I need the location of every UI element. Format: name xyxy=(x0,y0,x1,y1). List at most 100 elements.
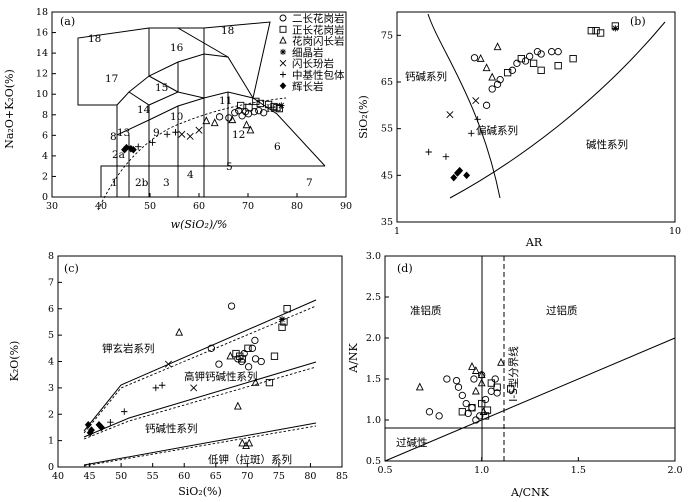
legend-label: 二长花岗岩 xyxy=(292,12,345,25)
triangle-point xyxy=(415,382,424,391)
circle-point xyxy=(251,336,259,345)
legend-label: 花岗闪长岩 xyxy=(292,35,345,48)
panel-a: (a) 1 2a 2b 3 4 5 xyxy=(3,7,352,231)
circle-point xyxy=(238,112,246,120)
circle-point xyxy=(537,50,545,58)
square-point xyxy=(280,318,288,326)
circle-point xyxy=(215,113,224,121)
field-label: 1 xyxy=(111,177,118,189)
x-tick-label: 2.0 xyxy=(667,465,682,476)
square-point xyxy=(517,55,525,63)
triangle-point xyxy=(226,351,235,360)
circle-point xyxy=(472,416,480,424)
asterisk-point xyxy=(278,316,286,323)
y-tick-label: 14 xyxy=(36,48,48,59)
field-label: 准铝质 xyxy=(410,304,442,317)
triangle-point xyxy=(477,378,486,387)
square-point xyxy=(264,100,273,109)
cross-point xyxy=(472,97,480,105)
square-point xyxy=(278,323,286,331)
plus-point xyxy=(121,408,128,415)
field-label: 高钾钙碱性系列 xyxy=(184,370,258,383)
y-tick-label: 3.0 xyxy=(366,251,381,262)
square-point xyxy=(236,352,244,360)
triangle-point xyxy=(245,438,254,447)
legend-label: 中基性包体 xyxy=(292,69,345,82)
y-tick-label: 7 xyxy=(48,277,54,288)
y-tick-label: 1.5 xyxy=(366,374,381,385)
triangle-point xyxy=(471,386,480,395)
circle-point xyxy=(476,412,484,420)
x-tick-label: 60 xyxy=(178,471,190,482)
panel-d-label: (d) xyxy=(397,262,413,275)
circle-point xyxy=(482,101,491,109)
x-tick-label: 10 xyxy=(669,226,681,237)
x-tick-label: 75 xyxy=(273,471,285,482)
square-point xyxy=(537,66,545,74)
circle-point xyxy=(478,371,486,379)
circle-point xyxy=(481,395,490,404)
field-label: 4 xyxy=(187,169,194,181)
triangle-point xyxy=(482,63,491,72)
square-point xyxy=(478,399,486,408)
triangle-point xyxy=(210,118,219,127)
y-tick-label: 2 xyxy=(48,409,54,420)
circle-point xyxy=(462,399,470,408)
y-tick-label: 2.5 xyxy=(366,292,381,303)
y-tick-label: 16 xyxy=(36,28,48,39)
alkaline-subalkaline-divide xyxy=(97,97,287,211)
circle-point xyxy=(513,59,521,67)
diamond-point xyxy=(450,173,458,182)
panel-b-frame xyxy=(396,11,676,223)
square-point xyxy=(569,55,577,63)
y-tick-label: 6 xyxy=(42,130,48,141)
diamond-point xyxy=(98,423,106,432)
field-label: 钙碱系列 xyxy=(405,70,447,83)
circle-point xyxy=(488,85,496,93)
panel-c: (c) 钾玄岩系列 高钾钙碱性系列 钙碱性系列 低钾（拉斑）系列 40 45 50 5… xyxy=(8,251,348,498)
y-tick-label: 8 xyxy=(42,110,48,121)
y-tick-label: 55 xyxy=(381,124,393,135)
field-label: 18 xyxy=(88,33,101,45)
triangle-point xyxy=(251,377,260,386)
triangle-point xyxy=(246,125,255,134)
circle-point xyxy=(279,14,287,22)
square-point xyxy=(236,101,245,110)
circle-point xyxy=(521,57,530,65)
triangle-point xyxy=(497,357,505,366)
x-tick-label: 65 xyxy=(210,471,222,482)
y-tick-label: 35 xyxy=(381,217,393,228)
circle-point xyxy=(493,389,501,397)
peraluminous-line xyxy=(384,337,676,462)
circle-point xyxy=(454,383,463,391)
panel-a-xlabel: w(SiO₂)/% xyxy=(171,218,228,231)
circle-point xyxy=(548,48,556,56)
y-tick-label: 75 xyxy=(381,30,393,41)
circle-point xyxy=(464,409,472,418)
y-tick-label: 45 xyxy=(381,170,393,181)
panel-b-marks xyxy=(425,22,619,182)
field-label: 碱性系列 xyxy=(586,138,628,151)
legend-label: 正长花岗岩 xyxy=(292,23,345,36)
field-label: 13 xyxy=(117,127,130,139)
plus-point xyxy=(442,153,450,160)
circle-point xyxy=(496,76,504,84)
circle-point xyxy=(248,344,257,352)
circle-point xyxy=(240,349,248,358)
field-label: 钙碱性系列 xyxy=(145,422,198,435)
panel-d-ticks: 0.5 1.0 1.5 2.0 0.5 1.0 1.5 2.0 2.5 3.0 xyxy=(366,251,683,476)
circle-point xyxy=(468,404,476,412)
x-tick-label: 60 xyxy=(193,201,205,212)
square-point xyxy=(238,355,246,363)
circle-point xyxy=(554,48,562,56)
triangle-point xyxy=(228,115,237,124)
x-tick-label: 85 xyxy=(336,471,348,482)
triangle-point xyxy=(476,53,485,62)
panel-c-xlabel: SiO₂(%) xyxy=(178,485,222,498)
triangle-point xyxy=(175,327,184,336)
y-tick-label: 0.5 xyxy=(366,456,381,467)
y-tick-label: 65 xyxy=(381,77,393,88)
panel-c-label: (c) xyxy=(64,262,79,275)
square-point xyxy=(592,27,600,35)
y-tick-label: 0 xyxy=(42,192,48,203)
